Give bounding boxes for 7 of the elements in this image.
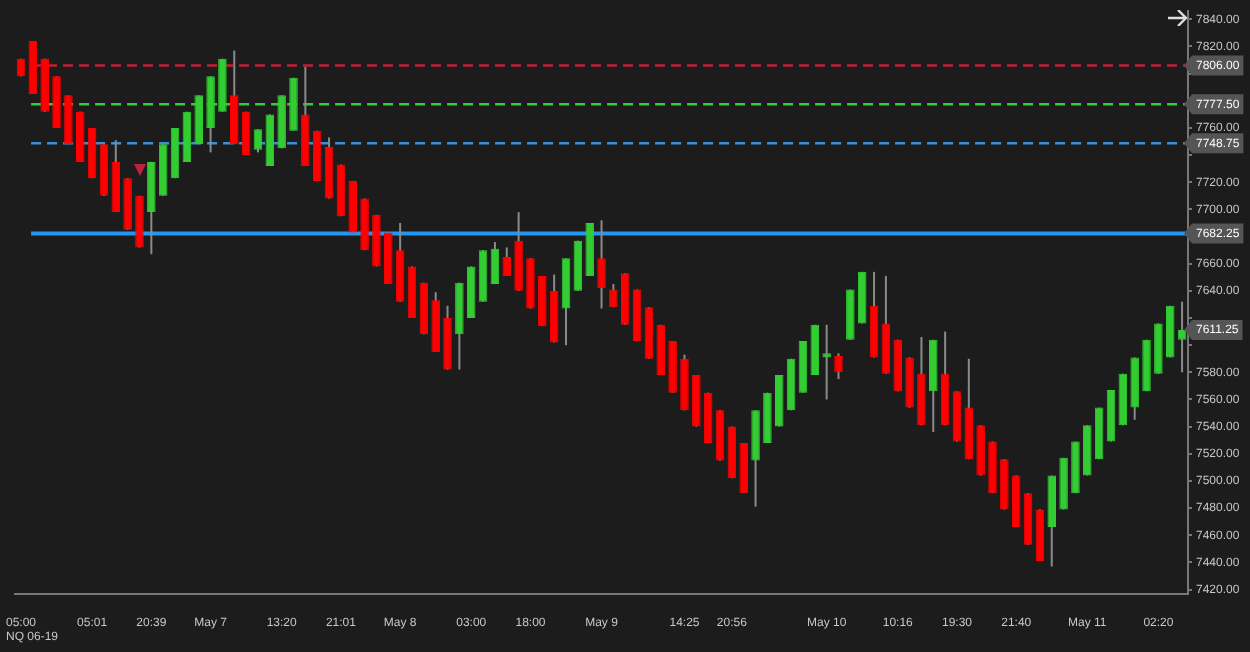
candlestick [822, 323, 831, 401]
candlestick [1177, 300, 1187, 374]
candlestick [834, 352, 843, 381]
candlestick [490, 240, 500, 286]
candlestick [230, 49, 239, 146]
candlestick [597, 219, 606, 310]
candlestick [502, 246, 512, 277]
